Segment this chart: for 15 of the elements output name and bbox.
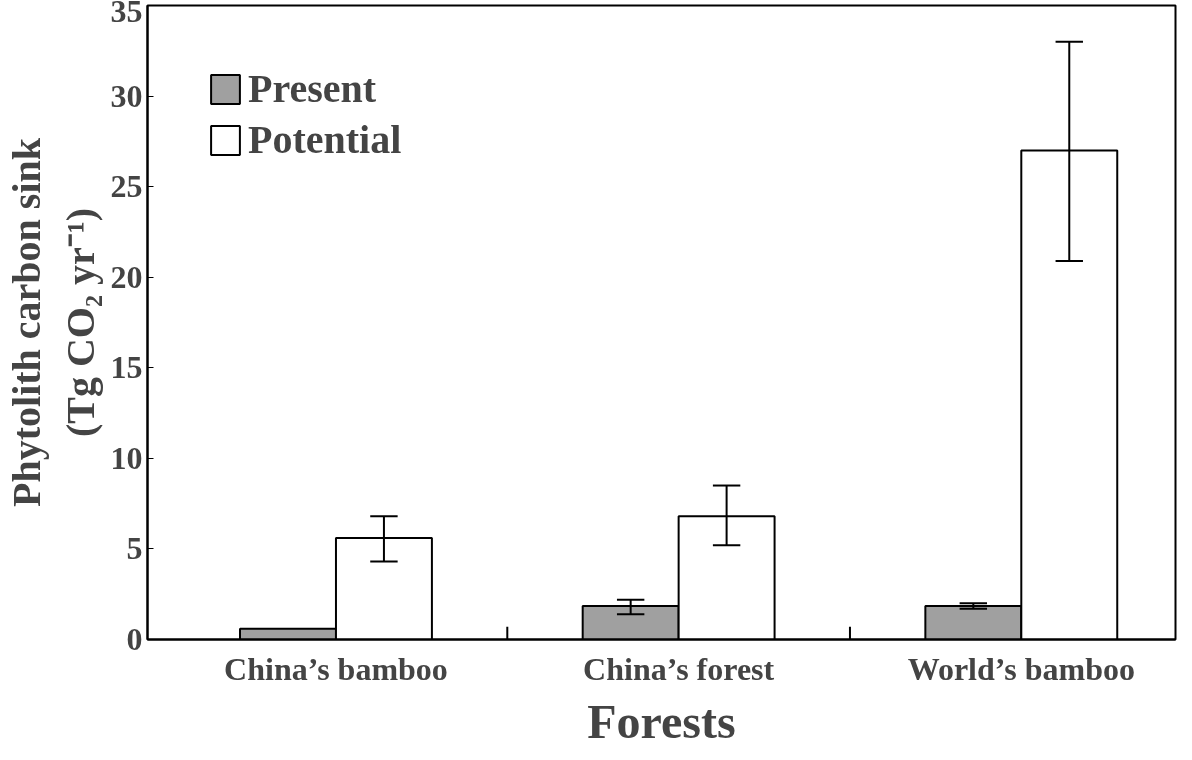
y-tick-label: 30 bbox=[110, 77, 143, 114]
y-axis-title: Phytolith carbon sink (Tg CO₂ yr⁻¹) bbox=[3, 137, 103, 507]
x-tick-label: China’s forest bbox=[583, 650, 775, 687]
x-axis-title: Forests bbox=[587, 694, 736, 748]
y-tick-label: 20 bbox=[110, 258, 143, 295]
y-tick-label: 0 bbox=[126, 621, 143, 657]
y-tick-label: 15 bbox=[110, 349, 143, 386]
y-tick-label: 25 bbox=[110, 168, 143, 205]
legend-label: Potential bbox=[248, 116, 402, 163]
x-tick-label: World’s bamboo bbox=[907, 650, 1135, 687]
x-tick-label: China’s bamboo bbox=[224, 650, 448, 687]
y-tick-label: 35 bbox=[110, 0, 143, 29]
y-tick-label: 5 bbox=[126, 530, 143, 567]
y-tick-label: 10 bbox=[110, 439, 143, 476]
legend-label: Present bbox=[248, 65, 377, 112]
